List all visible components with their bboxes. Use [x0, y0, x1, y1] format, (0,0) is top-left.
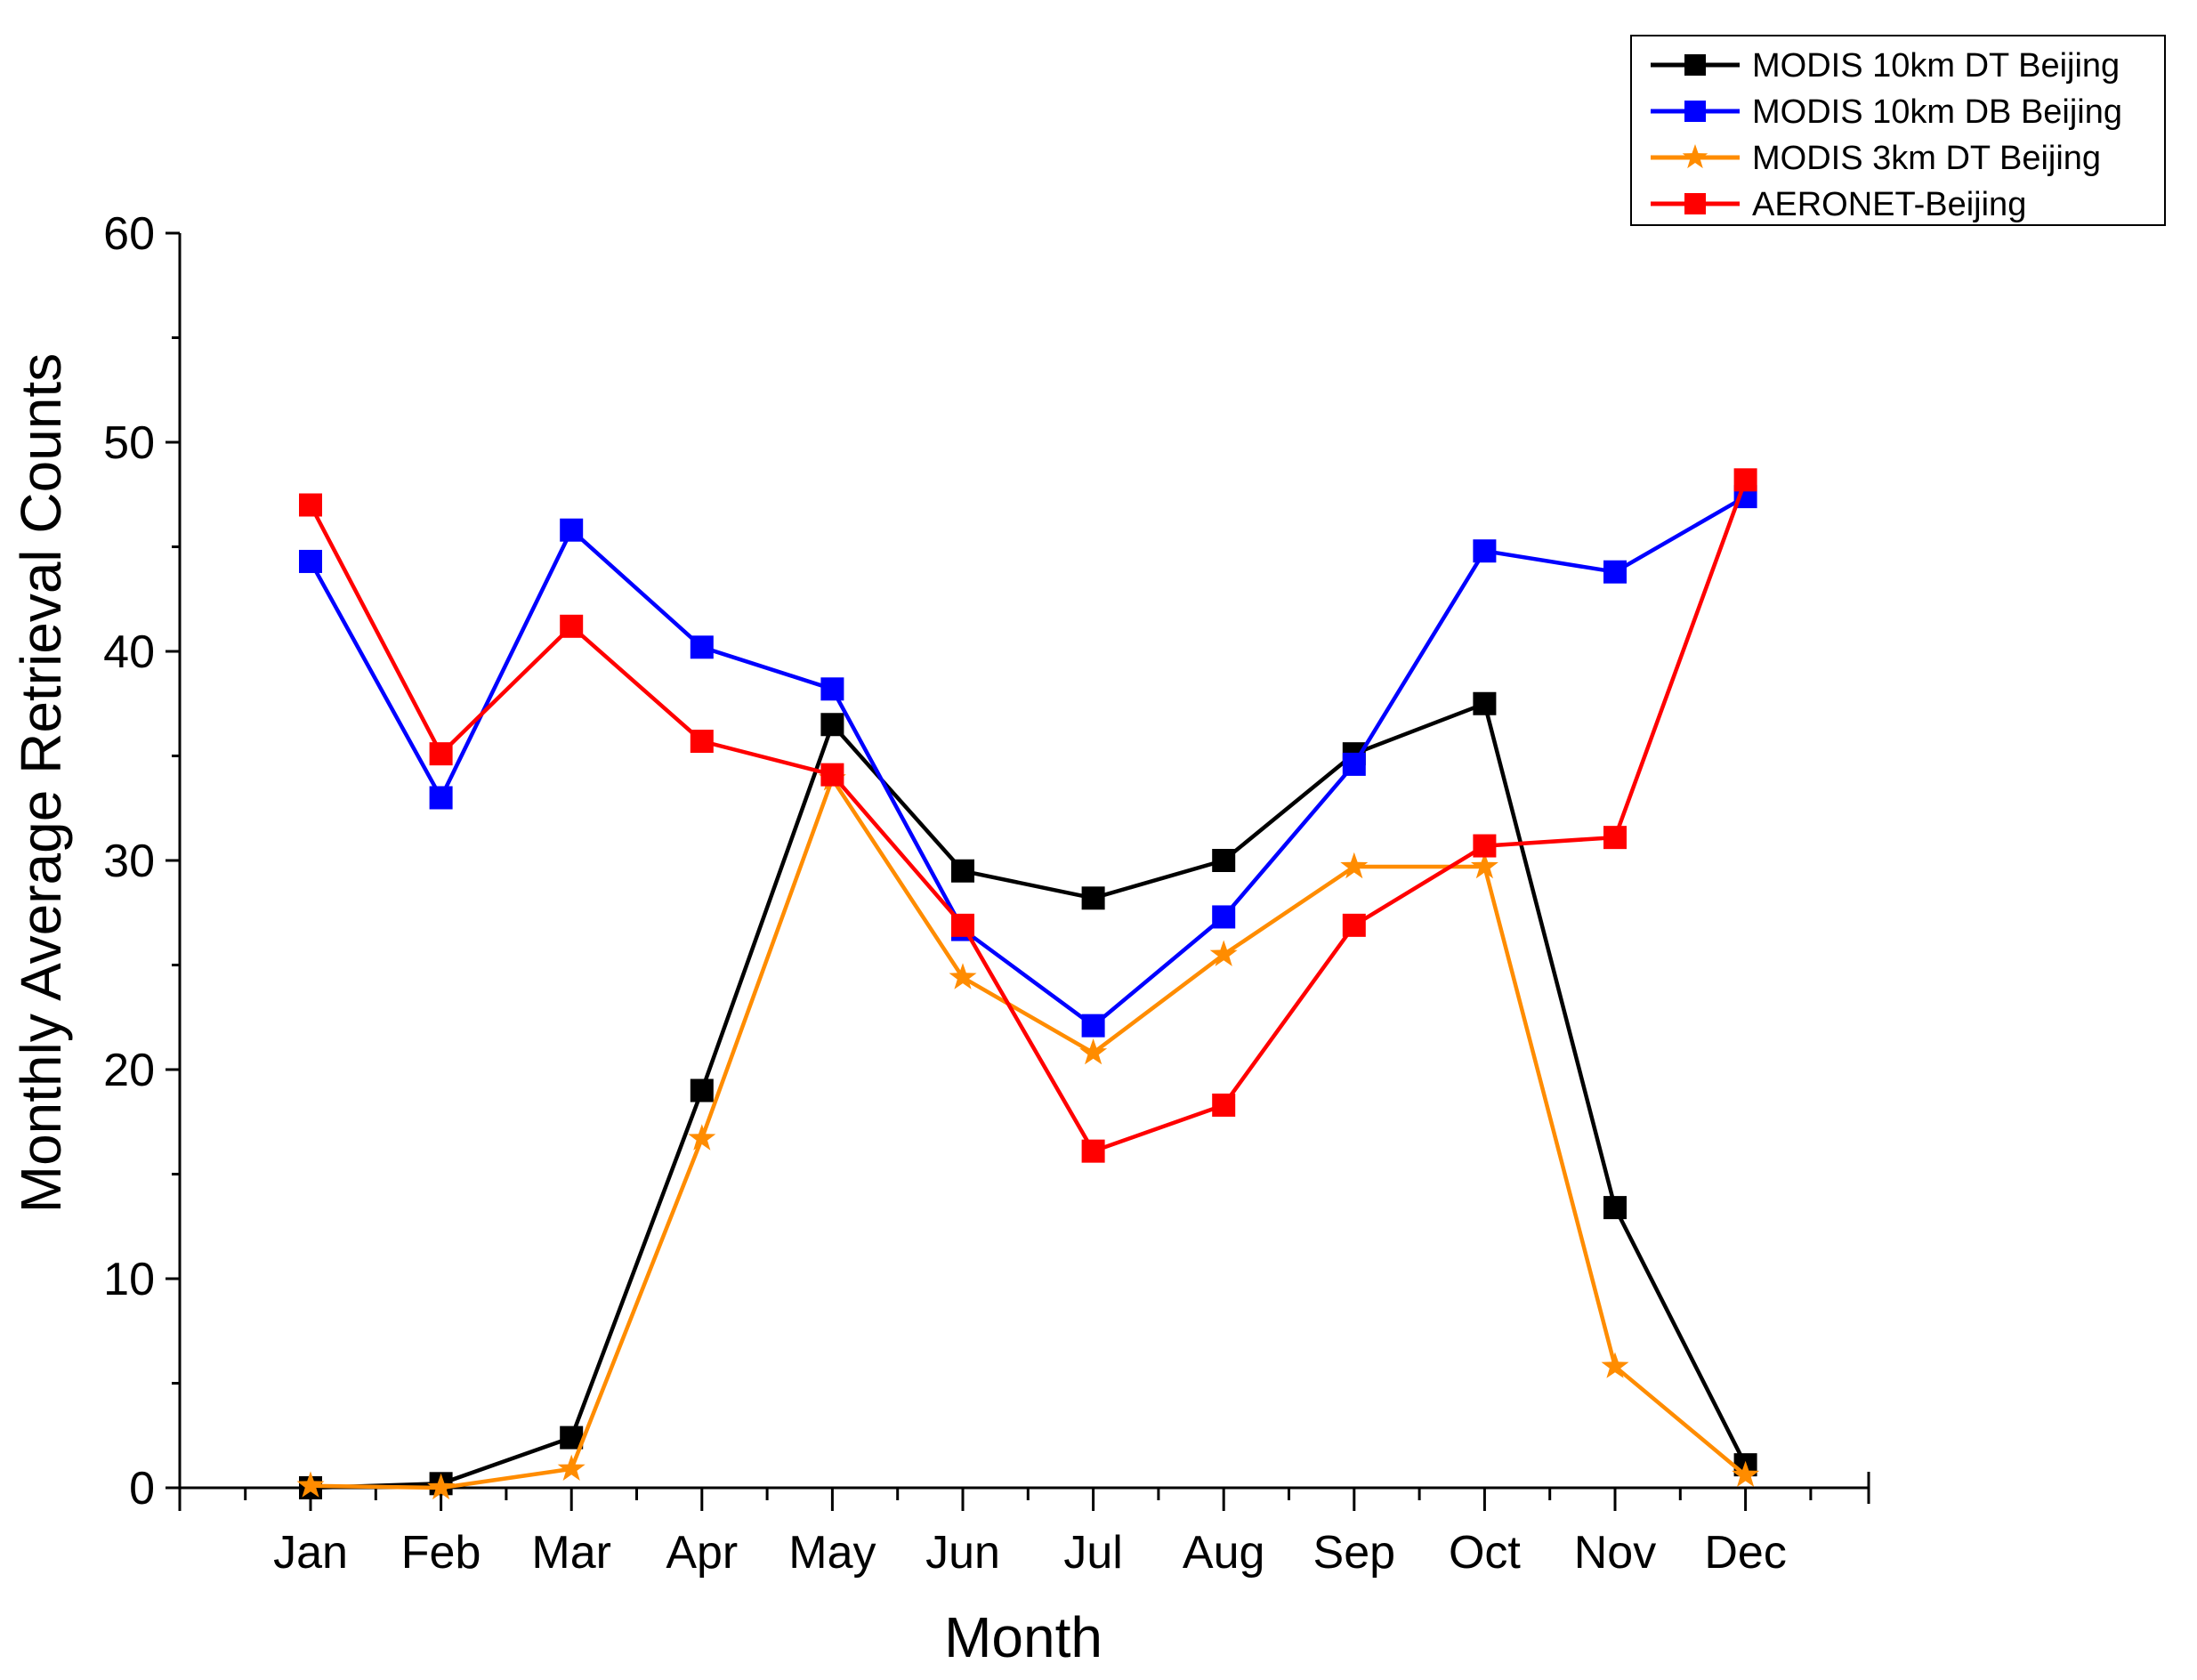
data-point — [560, 518, 584, 542]
x-tick-label: May — [788, 1527, 876, 1579]
series-layer — [296, 468, 1760, 1500]
data-point — [560, 614, 584, 638]
data-point — [429, 786, 453, 810]
x-tick-label: Sep — [1313, 1527, 1396, 1579]
x-axis-title: Month — [944, 1605, 1103, 1669]
x-tick-label: Mar — [531, 1527, 611, 1579]
data-point — [1603, 1196, 1627, 1220]
data-point — [1209, 940, 1238, 966]
legend-label: AERONET-Beijing — [1752, 186, 2026, 223]
legend: MODIS 10km DT Beijing MODIS 10km DB Beiji… — [1630, 35, 2166, 226]
series-4 — [299, 468, 1757, 1163]
series-line — [310, 777, 1748, 1490]
data-point — [1601, 1352, 1629, 1378]
data-point — [1470, 852, 1498, 879]
data-point — [1342, 752, 1366, 776]
legend-label: MODIS 3km DT Beijing — [1752, 140, 2101, 177]
x-tick-label: Feb — [401, 1527, 481, 1579]
data-point — [1212, 905, 1236, 929]
y-tick-label: 10 — [103, 1254, 155, 1305]
data-point — [690, 730, 714, 754]
axes: 0 10 20 30 40 50 60 Jan Feb Mar Apr May Jun Jul Aug Sep… — [103, 208, 1870, 1579]
data-point — [690, 1078, 714, 1102]
legend-swatch-marker — [1684, 54, 1706, 76]
series-line — [310, 701, 1748, 1490]
data-point — [1081, 1139, 1105, 1163]
legend-label: MODIS 10km DT Beijing — [1752, 47, 2120, 85]
y-tick-label: 0 — [129, 1463, 155, 1514]
data-point — [690, 635, 714, 659]
data-point — [1079, 1038, 1108, 1065]
x-tick-label: Oct — [1449, 1527, 1521, 1579]
data-point — [949, 963, 977, 989]
legend-label: MODIS 10km DB Beijing — [1752, 93, 2122, 131]
data-point — [1733, 468, 1757, 492]
data-point — [820, 763, 844, 787]
data-point — [820, 713, 844, 737]
data-point — [299, 493, 322, 517]
data-point — [427, 1473, 456, 1500]
data-point — [1212, 1093, 1236, 1117]
data-point — [1603, 560, 1627, 584]
data-point — [951, 859, 974, 883]
y-tick-label: 40 — [103, 626, 155, 678]
data-point — [688, 1124, 716, 1151]
x-tick-label: Jul — [1063, 1527, 1122, 1579]
data-point — [1342, 913, 1366, 937]
series-line — [309, 479, 1748, 1153]
y-tick-label: 30 — [103, 836, 155, 887]
series-3 — [296, 764, 1760, 1500]
y-tick-label: 60 — [103, 208, 155, 260]
data-point — [1473, 834, 1497, 858]
legend-swatch-marker — [1682, 144, 1708, 169]
y-tick-label: 20 — [103, 1045, 155, 1096]
data-point — [1473, 691, 1497, 715]
data-point — [1732, 1460, 1760, 1487]
x-tick-label: Dec — [1704, 1527, 1786, 1579]
x-tick-label: Apr — [666, 1527, 738, 1579]
data-point — [1081, 886, 1105, 910]
data-point — [429, 742, 453, 766]
legend-swatch-marker — [1684, 101, 1706, 122]
x-tick-label: Jan — [273, 1527, 348, 1579]
y-tick-label: 50 — [103, 417, 155, 469]
data-point — [299, 549, 322, 573]
data-point — [820, 677, 844, 701]
data-point — [1473, 539, 1497, 563]
x-tick-label: Jun — [925, 1527, 1000, 1579]
series-line — [309, 495, 1747, 1028]
series-1 — [299, 691, 1757, 1499]
data-point — [1340, 852, 1369, 879]
series-2 — [299, 485, 1757, 1038]
x-tick-label: Aug — [1183, 1527, 1265, 1579]
data-point — [1081, 1014, 1105, 1038]
data-point — [1212, 849, 1236, 872]
data-point — [296, 1471, 325, 1498]
data-point — [1603, 826, 1627, 850]
data-point — [557, 1454, 586, 1481]
data-point — [951, 913, 974, 937]
y-axis-title: Monthly Average Retrieval Counts — [9, 353, 73, 1213]
x-tick-label: Nov — [1574, 1527, 1656, 1579]
legend-swatch-marker — [1684, 193, 1706, 214]
